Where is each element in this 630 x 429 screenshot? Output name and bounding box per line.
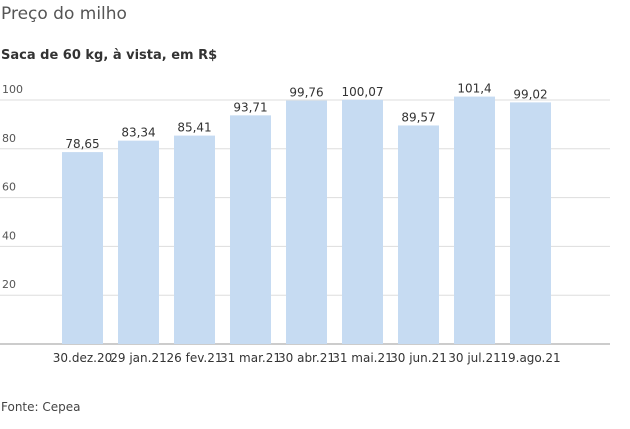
bar-2 [174,135,215,344]
chart-subtitle: Saca de 60 kg, à vista, em R$ [1,48,218,63]
y-tick-label: 100 [2,83,23,96]
chart-title: Preço do milho [1,4,127,24]
x-tick-label: 30 jul.21 [448,351,500,365]
bar-0 [62,152,103,344]
value-label: 101,4 [457,82,491,96]
x-tick-label: 30 jun.21 [390,351,447,365]
x-tick-label: 31 mai.21 [332,351,393,365]
bar-8 [510,102,551,344]
value-label: 83,34 [121,126,155,140]
y-tick-label: 80 [2,132,16,145]
x-tick-label: 29 jan.21 [110,351,166,365]
value-label: 100,07 [342,85,384,99]
x-tick-label: 30 abr.21 [278,351,335,365]
bar-5 [342,99,383,345]
value-label: 99,76 [289,86,323,100]
value-label: 99,02 [513,87,547,101]
x-tick-label: 19.ago.21 [500,351,560,365]
value-label: 89,57 [401,110,435,124]
y-tick-label: 60 [2,181,16,194]
y-tick-label: 20 [2,278,16,291]
bars [62,96,551,345]
source-note: Fonte: Cepea [1,400,81,414]
value-label: 93,71 [233,100,267,114]
bar-6 [398,125,439,344]
y-tick-label: 40 [2,229,16,242]
bar-7 [454,96,495,344]
x-tick-label: 31 mar.21 [220,351,281,365]
value-label: 85,41 [177,121,211,135]
value-labels: 78,65 83,34 85,41 93,71 99,76 100,07 89,57 101,… [65,82,547,152]
value-label: 78,65 [65,137,99,151]
bar-1 [118,140,159,344]
x-tick-label: 26 fev.21 [167,351,223,365]
bar-4 [286,100,327,344]
bar-3 [230,115,271,345]
y-axis: 20 40 60 80 100 [2,83,23,291]
x-tick-label: 30.dez.20 [53,351,112,365]
